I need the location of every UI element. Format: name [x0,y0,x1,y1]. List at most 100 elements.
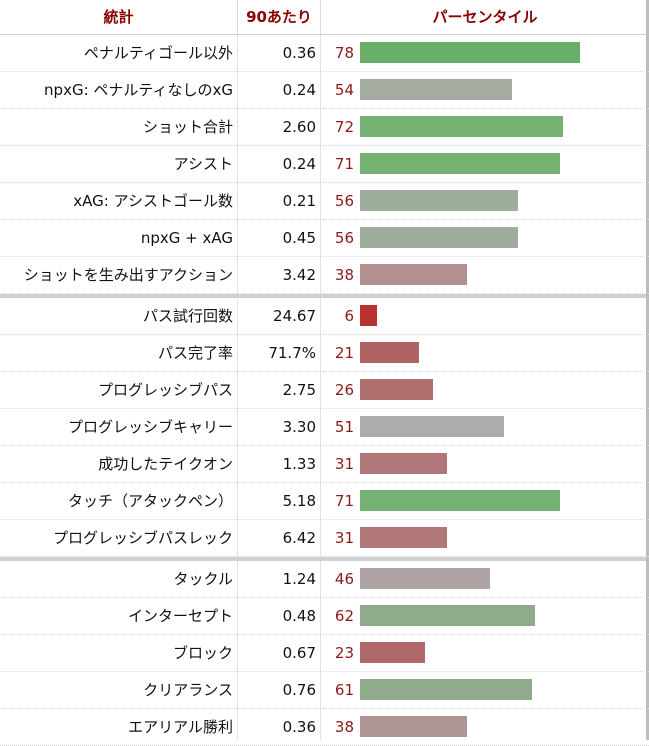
stat-label: エアリアル勝利 [128,718,233,736]
per90-value: 2.75 [282,381,316,399]
stat-label: ショットを生み出すアクション [23,266,233,284]
stat-label: パス試行回数 [142,307,233,325]
percentile-bar [360,679,532,700]
percentile-bar [360,642,425,663]
table-row: プログレッシブパスレック 6.42 31 [0,520,649,557]
percentile-bar [360,490,560,511]
percentile-bar [360,42,580,63]
group-separator [0,294,646,298]
per90-value: 0.24 [282,81,316,99]
stat-label: ペナルティゴール以外 [83,44,233,62]
table-header: 統計 90あたり パーセンタイル [0,0,649,35]
percentile-bar [360,342,419,363]
stat-label: npxG: ペナルティなしのxG [44,81,233,99]
column-divider [237,35,238,740]
table-row: クリアランス 0.76 61 [0,672,649,709]
per90-value: 0.76 [282,681,316,699]
percentile-value: 46 [334,570,354,588]
stat-label: タッチ（アタックペン） [67,492,233,510]
column-divider [320,35,321,740]
percentile-value: 78 [334,44,354,62]
table-row: タックル 1.24 46 [0,561,649,598]
stat-label: プログレッシブパスレック [52,529,233,547]
table-row: インターセプト 0.48 62 [0,598,649,635]
header-percentile[interactable]: パーセンタイル [432,8,538,26]
per90-value: 2.60 [282,118,316,136]
percentile-value: 51 [334,418,354,436]
percentile-value: 71 [334,492,354,510]
table-row: xAG: アシストゴール数 0.21 56 [0,183,649,220]
stat-label: タックル [173,570,233,588]
stat-label: npxG + xAG [140,229,233,247]
table-row: タッチ（アタックペン） 5.18 71 [0,483,649,520]
group-separator [0,557,646,561]
percentile-bar [360,568,490,589]
per90-value: 1.33 [282,455,316,473]
percentile-value: 31 [334,455,354,473]
percentile-value: 71 [334,155,354,173]
header-stat[interactable]: 統計 [0,0,238,34]
per90-value: 0.67 [282,644,316,662]
per90-value: 3.30 [282,418,316,436]
percentile-value: 6 [344,307,354,325]
table-row: npxG + xAG 0.45 56 [0,220,649,257]
table-row: パス試行回数 24.67 6 [0,298,649,335]
table-row: エアリアル勝利 0.36 38 [0,709,649,746]
percentile-value: 23 [334,644,354,662]
per90-value: 3.42 [282,266,316,284]
scrollbar-edge [646,0,649,740]
percentile-bar [360,453,447,474]
table-row: ペナルティゴール以外 0.36 78 [0,35,649,72]
stat-label: xAG: アシストゴール数 [73,192,233,210]
percentile-value: 54 [334,81,354,99]
stat-label: パス完了率 [157,344,233,362]
percentile-bar [360,264,467,285]
per90-value: 0.45 [282,229,316,247]
stat-label: インターセプト [127,607,233,625]
percentile-value: 38 [334,718,354,736]
percentile-value: 56 [334,229,354,247]
stat-label: アシスト [173,155,233,173]
per90-value: 5.18 [282,492,316,510]
per90-value: 1.24 [282,570,316,588]
stat-label: プログレッシブパス [97,381,233,399]
table-row: アシスト 0.24 71 [0,146,649,183]
per90-value: 0.24 [282,155,316,173]
percentile-bar [360,416,504,437]
percentile-bar [360,527,447,548]
percentile-bar [360,153,560,174]
stat-label: クリアランス [143,681,233,699]
percentile-bar [360,716,467,737]
percentile-value: 38 [334,266,354,284]
table-row: プログレッシブパス 2.75 26 [0,372,649,409]
percentile-bar [360,227,518,248]
per90-value: 0.36 [282,718,316,736]
header-per90[interactable]: 90あたり [238,0,321,34]
per90-value: 0.48 [282,607,316,625]
per90-value: 71.7% [268,344,316,362]
stat-label: ブロック [172,644,233,662]
percentile-bar [360,116,563,137]
percentile-bar [360,605,535,626]
percentile-bar [360,79,512,100]
percentile-value: 61 [334,681,354,699]
per90-value: 0.36 [282,44,316,62]
percentile-value: 56 [334,192,354,210]
percentile-value: 26 [334,381,354,399]
stat-label: プログレッシブキャリー [67,418,233,436]
table-row: プログレッシブキャリー 3.30 51 [0,409,649,446]
table-row: ショットを生み出すアクション 3.42 38 [0,257,649,294]
table-row: ブロック 0.67 23 [0,635,649,672]
table-row: パス完了率 71.7% 21 [0,335,649,372]
percentile-value: 31 [334,529,354,547]
per90-value: 0.21 [282,192,316,210]
percentile-value: 21 [334,344,354,362]
percentile-bar [360,379,433,400]
table-row: npxG: ペナルティなしのxG 0.24 54 [0,72,649,109]
percentile-bar [360,190,518,211]
percentile-bar [360,305,377,326]
per90-value: 24.67 [273,307,316,325]
per90-value: 6.42 [282,529,316,547]
percentile-value: 62 [334,607,354,625]
